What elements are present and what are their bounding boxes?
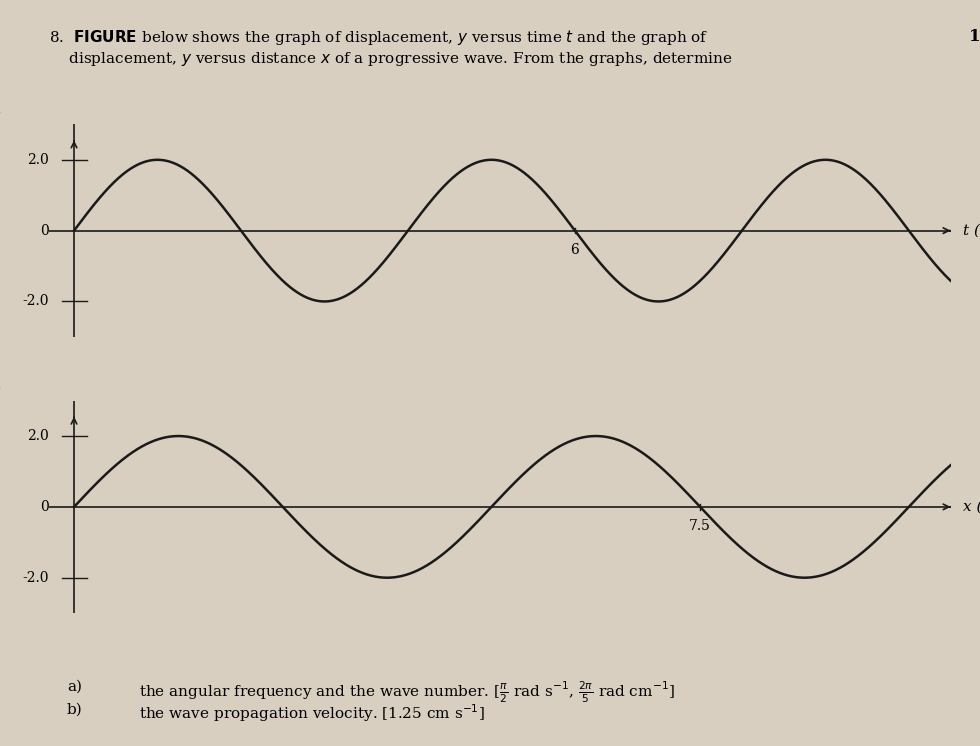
Y-axis label: y (cm): y (cm) <box>0 106 1 120</box>
Text: the wave propagation velocity. [1.25 cm s$^{-1}$]: the wave propagation velocity. [1.25 cm … <box>139 703 485 724</box>
Text: t (s): t (s) <box>963 224 980 238</box>
Text: 2.0: 2.0 <box>27 153 49 167</box>
Text: 13: 13 <box>968 28 980 45</box>
Text: 6: 6 <box>570 243 579 257</box>
Text: 7.5: 7.5 <box>689 519 711 533</box>
Text: -2.0: -2.0 <box>23 295 49 308</box>
Text: x (cm): x (cm) <box>963 500 980 514</box>
Text: the angular frequency and the wave number. [$\frac{\pi}{2}$ rad s$^{-1}$, $\frac: the angular frequency and the wave numbe… <box>139 679 675 705</box>
Text: 8.  $\bf{FIGURE}$ below shows the graph of displacement, $y$ versus time $t$ and: 8. $\bf{FIGURE}$ below shows the graph o… <box>49 28 733 68</box>
Text: 0: 0 <box>40 224 49 238</box>
Text: 0: 0 <box>40 500 49 514</box>
Text: 2.0: 2.0 <box>27 429 49 443</box>
Text: b): b) <box>67 703 82 717</box>
Text: -2.0: -2.0 <box>23 571 49 585</box>
Y-axis label: y (cm): y (cm) <box>0 382 1 396</box>
Text: a): a) <box>67 679 82 693</box>
